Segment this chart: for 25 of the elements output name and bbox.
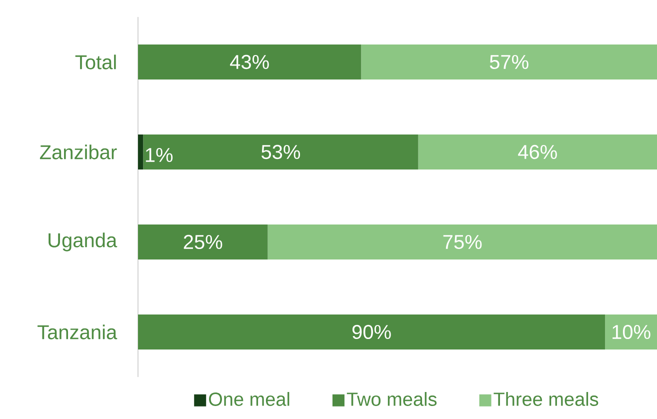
bar <box>138 44 362 80</box>
y-tick-label: Zanzibar <box>40 144 117 160</box>
y-tick-label: Total <box>75 54 116 70</box>
data-label: 90% <box>352 324 391 340</box>
data-label: 53% <box>262 144 300 160</box>
bar <box>138 314 606 350</box>
bar <box>361 44 657 80</box>
y-tick-label: Uganda <box>48 232 118 252</box>
legend-label: Two meals <box>346 392 437 406</box>
data-label: 43% <box>230 54 269 70</box>
bar <box>418 134 657 170</box>
data-label: 46% <box>518 144 557 160</box>
legend-label: Three meals <box>494 392 598 406</box>
y-tick-label: Tanzania <box>38 324 118 340</box>
data-label: 25% <box>184 234 222 250</box>
data-label: 75% <box>443 234 482 250</box>
bar <box>268 224 657 260</box>
bar <box>143 134 418 170</box>
data-label: 10% <box>612 324 650 340</box>
data-label: 1% <box>146 148 173 162</box>
bar <box>138 134 144 170</box>
data-label: 57% <box>490 54 528 70</box>
bar <box>138 224 268 260</box>
bar <box>605 314 657 350</box>
legend-label: One meal <box>209 392 290 406</box>
